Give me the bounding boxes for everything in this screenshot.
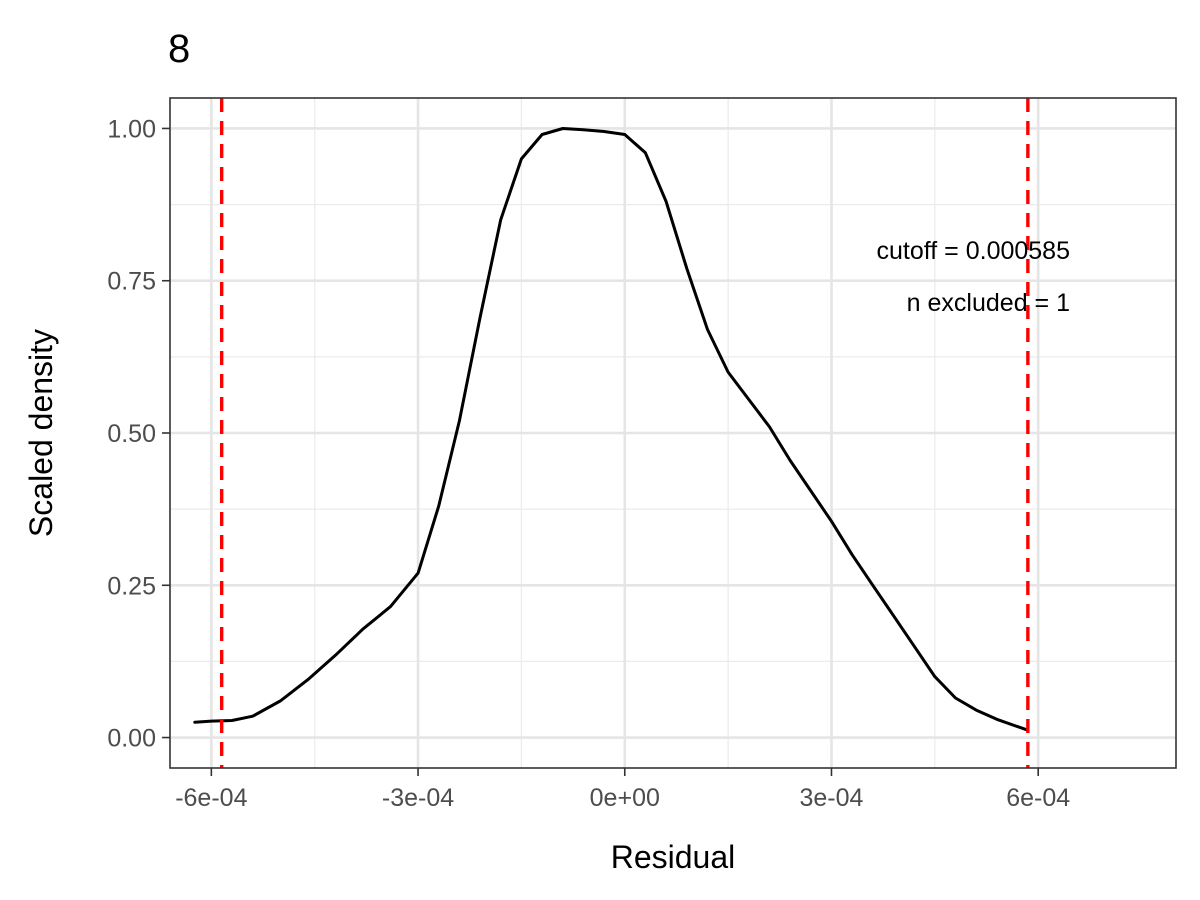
x-tick-label: -3e-04	[382, 784, 454, 812]
x-tick-label: -6e-04	[175, 784, 247, 812]
y-tick-label: 1.00	[107, 115, 156, 143]
y-axis-title: Scaled density	[23, 329, 59, 537]
x-tick-label: 0e+00	[590, 784, 660, 812]
y-tick-label: 0.25	[107, 572, 156, 600]
y-tick-label: 0.00	[107, 725, 156, 753]
annotation-cutoff: cutoff = 0.000585	[877, 237, 1070, 265]
cutoff-lines	[219, 98, 1030, 768]
major-gridlines	[170, 98, 1176, 768]
density-curve	[193, 127, 1030, 732]
y-tick-label: 0.75	[107, 268, 156, 296]
x-tick-label: 6e-04	[1006, 784, 1070, 812]
y-tick-label: 0.50	[107, 420, 156, 448]
y-axis: 0.00 0.25 0.50 0.75 1.00	[107, 115, 170, 753]
series-layer	[193, 127, 1030, 732]
x-tick-label: 3e-04	[800, 784, 864, 812]
chart-title: 8	[168, 27, 190, 71]
x-axis: -6e-04 -3e-04 0e+00 3e-04 6e-04	[175, 768, 1070, 812]
x-axis-title: Residual	[611, 839, 736, 875]
annotation-n-excluded: n excluded = 1	[907, 289, 1070, 317]
